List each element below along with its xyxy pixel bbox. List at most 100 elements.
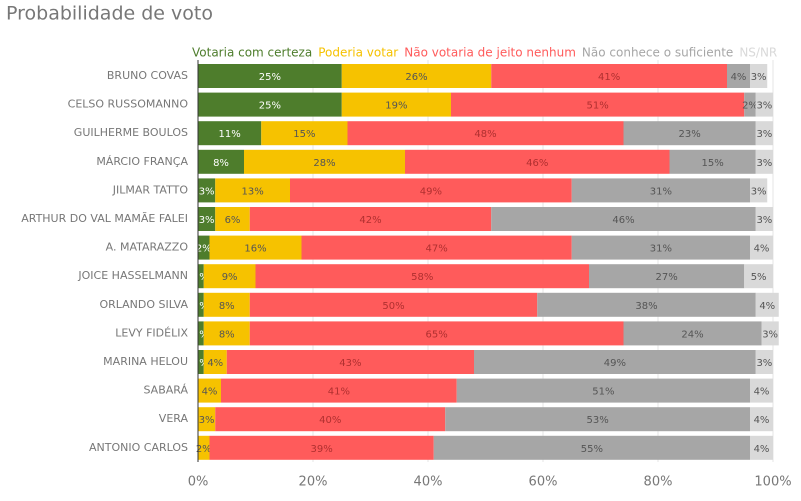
bar-segment xyxy=(571,178,750,203)
bar-segment xyxy=(750,178,768,203)
bar-segment xyxy=(255,264,589,289)
value-label: 40% xyxy=(319,415,341,426)
value-label: 31% xyxy=(650,186,672,197)
value-label: 15% xyxy=(293,129,315,140)
bar-segment xyxy=(198,264,204,289)
x-tick-label: 60% xyxy=(529,475,558,490)
category-label: VERA xyxy=(159,412,189,425)
value-label: 65% xyxy=(426,329,448,340)
category-label: ORLANDO SILVA xyxy=(99,298,188,311)
value-label: 19% xyxy=(385,101,407,112)
bar-segment xyxy=(198,207,216,231)
value-label: 2% xyxy=(196,244,212,255)
category-label: LEVY FIDÉLIX xyxy=(115,326,188,339)
bar-segment xyxy=(249,292,538,317)
bar-segment xyxy=(750,435,773,460)
value-label: 3% xyxy=(756,129,772,140)
value-label: 5% xyxy=(751,272,767,283)
bar-segment xyxy=(589,264,745,289)
bar-segment xyxy=(203,264,256,289)
value-label: 3% xyxy=(756,215,772,226)
bar-segment xyxy=(198,378,221,403)
value-label: 4% xyxy=(754,444,770,455)
value-label: 3% xyxy=(199,215,215,226)
value-label: 1% xyxy=(193,358,209,369)
value-label: 42% xyxy=(359,215,381,226)
value-label: 51% xyxy=(587,101,609,112)
bar-segment xyxy=(755,92,773,117)
x-tick-label: 0% xyxy=(188,475,209,490)
value-label: 46% xyxy=(612,215,634,226)
value-label: 46% xyxy=(526,158,548,169)
bar-segment xyxy=(198,149,244,174)
bar-segment xyxy=(433,435,750,460)
bar-segment xyxy=(215,407,446,432)
x-tick-label: 20% xyxy=(299,475,328,490)
value-label: 3% xyxy=(751,72,767,83)
value-label: 43% xyxy=(339,358,361,369)
bar-segment xyxy=(755,149,773,174)
value-label: 41% xyxy=(328,387,350,398)
bar-segment xyxy=(198,92,342,117)
bar-segment xyxy=(571,235,750,260)
value-label: 4% xyxy=(754,415,770,426)
value-label: 8% xyxy=(219,301,235,312)
value-label: 48% xyxy=(474,129,496,140)
legend-entry: NS/NR xyxy=(739,46,777,60)
value-label: 8% xyxy=(219,329,235,340)
value-label: 51% xyxy=(592,387,614,398)
value-label: 31% xyxy=(650,244,672,255)
value-label: 3% xyxy=(199,415,215,426)
bar-segment xyxy=(669,149,756,174)
value-label: 3% xyxy=(756,101,772,112)
bar-segment xyxy=(445,407,750,432)
category-label: JILMAR TATTO xyxy=(112,183,189,196)
bar-segment xyxy=(221,378,457,403)
bar-segment xyxy=(623,321,762,346)
legend-entry: Votaria com certeza xyxy=(192,46,312,60)
value-label: 16% xyxy=(244,244,266,255)
bar-segment xyxy=(755,207,773,231)
category-label: SABARÁ xyxy=(143,384,188,397)
value-label: 15% xyxy=(702,158,724,169)
value-label: 24% xyxy=(681,329,703,340)
chart-title: Probabilidade de voto xyxy=(6,3,213,25)
bar-segment xyxy=(215,207,250,231)
value-label: 58% xyxy=(411,272,433,283)
bar-segment xyxy=(198,350,204,374)
value-label: 41% xyxy=(598,72,620,83)
value-label: 55% xyxy=(581,444,603,455)
value-label: 9% xyxy=(222,272,238,283)
value-label: 1% xyxy=(193,272,209,283)
bar-segment xyxy=(301,235,572,260)
bar-segment xyxy=(249,207,492,231)
value-label: 49% xyxy=(420,186,442,197)
category-label: ANTONIO CARLOS xyxy=(89,441,188,454)
category-label: GUILHERME BOULOS xyxy=(74,126,188,139)
value-label: 39% xyxy=(311,444,333,455)
bar-segment xyxy=(451,92,745,117)
value-label: 28% xyxy=(313,158,335,169)
value-label: 2% xyxy=(196,444,212,455)
value-label: 26% xyxy=(405,72,427,83)
bar-segment xyxy=(537,292,756,317)
bar-segment xyxy=(244,149,405,174)
x-tick-label: 100% xyxy=(754,475,791,490)
bar-segment xyxy=(474,350,756,374)
bar-segment xyxy=(198,64,342,88)
legend-entry: Poderia votar xyxy=(318,46,398,60)
value-label: 3% xyxy=(751,186,767,197)
value-label: 8% xyxy=(213,158,229,169)
value-label: 38% xyxy=(635,301,657,312)
bar-segment xyxy=(209,435,434,460)
value-label: 4% xyxy=(754,244,770,255)
category-label: A. MATARAZZO xyxy=(106,241,189,254)
category-label: ARTHUR DO VAL MAMÃE FALEI xyxy=(21,212,188,225)
value-label: 4% xyxy=(754,387,770,398)
value-label: 49% xyxy=(604,358,626,369)
value-label: 6% xyxy=(225,215,241,226)
bar-segment xyxy=(727,64,750,88)
value-label: 4% xyxy=(207,358,223,369)
legend-entry: Não conhece o suficiente xyxy=(582,46,733,60)
